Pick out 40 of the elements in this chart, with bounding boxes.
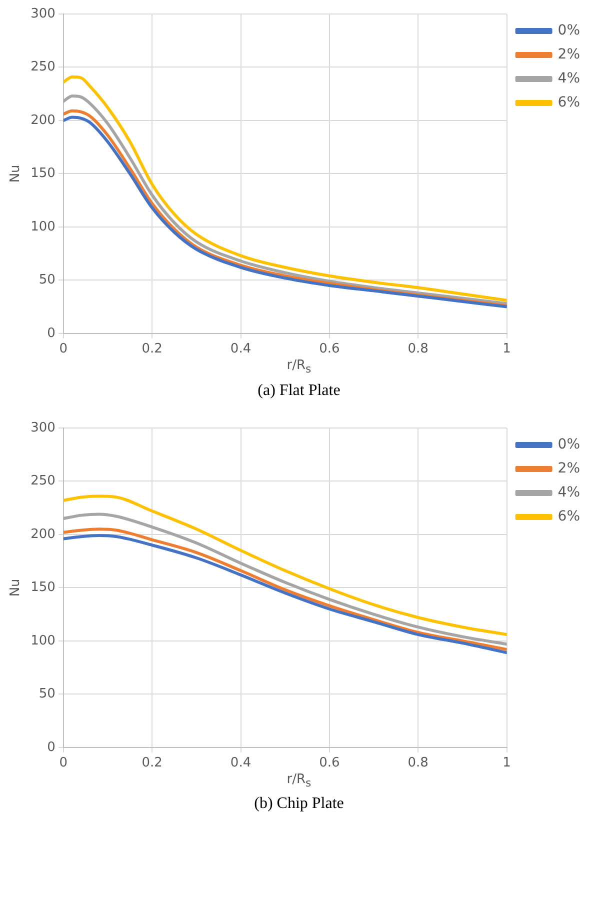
y-tick-label: 300 — [30, 420, 56, 435]
x-tick-label: 0.4 — [230, 342, 252, 357]
y-tick-label: 100 — [30, 219, 56, 234]
y-tick-label: 250 — [30, 60, 56, 75]
y-tick-label: 50 — [38, 686, 56, 702]
y-axis-title: Nu — [8, 578, 24, 596]
x-axis-title: r/R$_{s}$ — [286, 358, 312, 376]
x-tick-label: 0.6 — [319, 342, 340, 357]
x-tick-label: 1 — [502, 755, 511, 770]
x-tick-label: 0.8 — [408, 342, 428, 357]
x-tick-label: 1 — [502, 342, 511, 357]
text: (b) Chip Plate — [253, 795, 345, 814]
x-axis-title: r/R$_{s}$ — [286, 772, 312, 790]
x-tick-label: 0 — [59, 755, 68, 770]
y-tick-label: 200 — [30, 526, 56, 542]
y-tick-label: 300 — [30, 6, 56, 22]
legend-label: 2% — [558, 460, 580, 476]
x-tick-label: 0.6 — [319, 755, 340, 770]
legend-label: 6% — [558, 94, 580, 111]
y-tick-label: 100 — [30, 632, 56, 648]
legend-label: 0% — [558, 436, 580, 452]
y-tick-label: 0 — [47, 739, 56, 754]
y-tick-label: 150 — [30, 580, 56, 595]
legend-label: 4% — [558, 70, 580, 87]
legend-label: 4% — [558, 484, 580, 500]
text: (a) Flat Plate — [256, 382, 342, 400]
legend-label: 6% — [558, 508, 580, 524]
y-axis-title: Nu — [8, 164, 24, 183]
y-tick-label: 150 — [30, 166, 56, 182]
y-tick-label: 200 — [30, 112, 56, 128]
x-tick-label: 0.8 — [408, 755, 428, 770]
x-tick-label: 0.4 — [230, 755, 252, 770]
legend-label: 0% — [558, 22, 580, 39]
x-tick-label: 0 — [59, 342, 68, 357]
y-tick-label: 0 — [47, 326, 56, 341]
x-tick-label: 0.2 — [142, 755, 162, 770]
y-tick-label: 50 — [38, 272, 56, 288]
y-tick-label: 250 — [30, 473, 56, 488]
x-tick-label: 0.2 — [142, 342, 162, 357]
legend-label: 2% — [558, 46, 580, 63]
